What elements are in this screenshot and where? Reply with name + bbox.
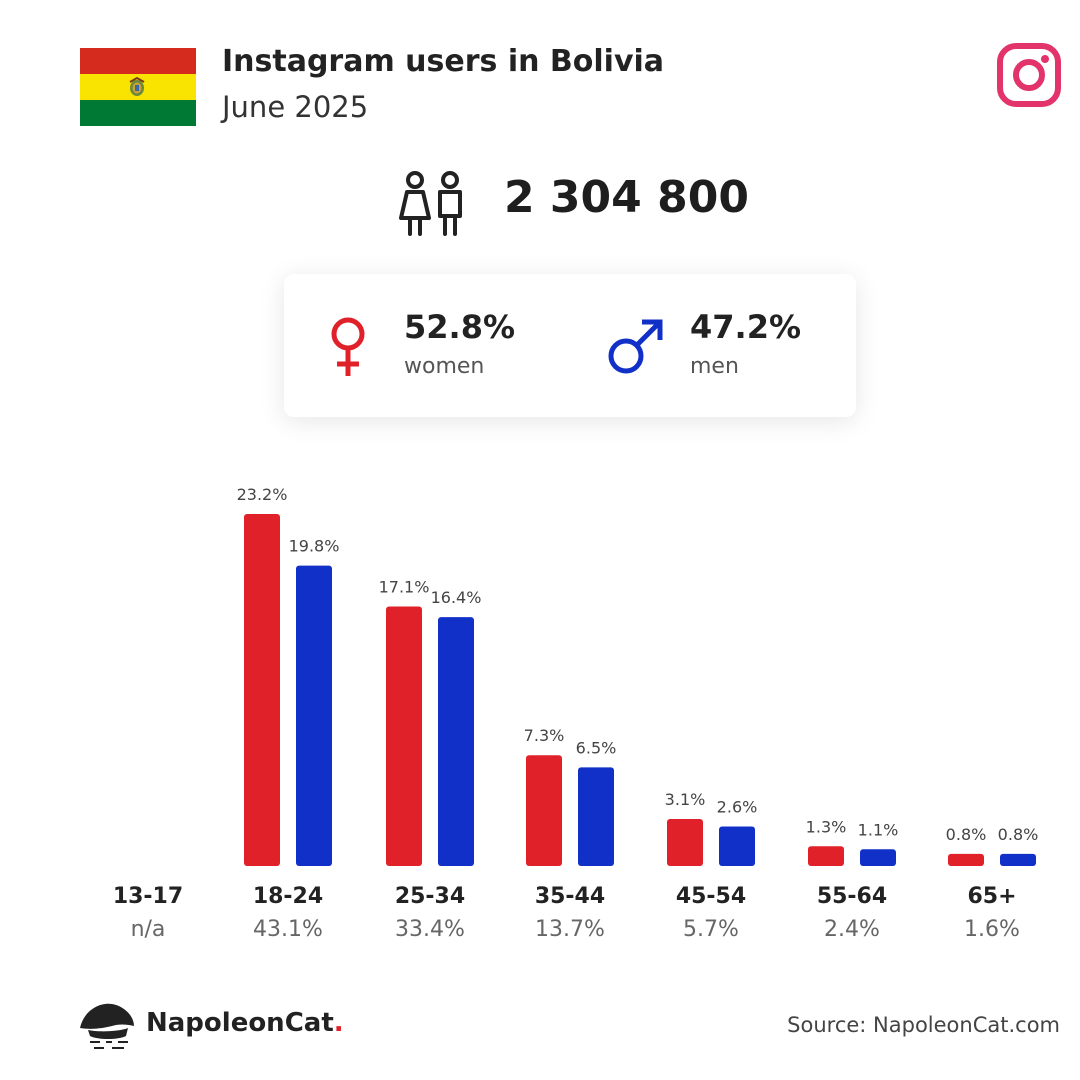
men-percent: 47.2% <box>690 308 802 346</box>
brand-dot: . <box>333 1008 344 1038</box>
value-label-women-35-44: 7.3% <box>524 726 565 745</box>
men-label: men <box>690 354 739 379</box>
value-label-men-45-54: 2.6% <box>717 798 758 817</box>
bar-women-65+ <box>948 853 984 866</box>
category-total: 1.6% <box>964 917 1020 942</box>
value-label-women-55-64: 1.3% <box>806 817 847 836</box>
bar-women-55-64 <box>808 846 844 866</box>
brand-name: NapoleonCat. <box>146 1008 344 1038</box>
bar-women-18-24 <box>244 514 280 866</box>
value-label-men-55-64: 1.1% <box>858 820 899 839</box>
bar-men-35-44 <box>578 767 614 866</box>
value-label-women-18-24: 23.2% <box>237 485 288 504</box>
category-total: n/a <box>130 917 166 942</box>
flag-stripe-green <box>80 100 196 126</box>
category-label: 65+ <box>967 884 1017 909</box>
category-label: 18-24 <box>252 884 324 909</box>
women-label: women <box>404 354 485 379</box>
bar-women-25-34 <box>386 606 422 866</box>
bar-men-55-64 <box>860 849 896 866</box>
source-credit: Source: NapoleonCat.com <box>787 1013 1060 1037</box>
category-label: 45-54 <box>675 884 747 909</box>
bar-women-45-54 <box>667 818 703 866</box>
value-label-women-45-54: 3.1% <box>665 790 706 809</box>
bar-women-35-44 <box>526 755 562 866</box>
value-label-women-25-34: 17.1% <box>379 578 430 597</box>
bar-men-65+ <box>1000 853 1036 866</box>
flag-stripe-red <box>80 48 196 74</box>
instagram-icon <box>997 43 1061 107</box>
male-symbol-icon <box>608 319 663 374</box>
page-subtitle: June 2025 <box>222 90 369 124</box>
category-total: 43.1% <box>253 917 323 942</box>
bar-men-45-54 <box>719 826 755 866</box>
bar-men-18-24 <box>296 565 332 866</box>
bar-men-25-34 <box>438 617 474 866</box>
category-total: 33.4% <box>395 917 465 942</box>
value-label-men-35-44: 6.5% <box>576 738 617 757</box>
value-label-men-18-24: 19.8% <box>289 537 340 556</box>
total-users-value: 2 304 800 <box>504 172 749 223</box>
female-symbol-icon <box>331 317 365 376</box>
category-label: 55-64 <box>816 884 888 909</box>
category-total: 2.4% <box>824 917 880 942</box>
value-label-men-65+: 0.8% <box>998 825 1039 844</box>
value-label-men-25-34: 16.4% <box>431 588 482 607</box>
category-total: 5.7% <box>683 917 739 942</box>
category-label: 13-17 <box>112 884 184 909</box>
value-label-women-65+: 0.8% <box>946 825 987 844</box>
category-total: 13.7% <box>535 917 605 942</box>
brand-name-text: NapoleonCat <box>146 1008 334 1038</box>
women-percent: 52.8% <box>404 308 516 346</box>
category-label: 25-34 <box>394 884 466 909</box>
coat-of-arms-icon <box>129 76 145 96</box>
page-title: Instagram users in Bolivia <box>222 44 665 79</box>
category-label: 35-44 <box>534 884 606 909</box>
people-icon <box>399 171 462 236</box>
napoleoncat-logo-icon <box>80 1003 134 1049</box>
gender-split-card: 52.8% women 47.2% men <box>284 274 856 417</box>
